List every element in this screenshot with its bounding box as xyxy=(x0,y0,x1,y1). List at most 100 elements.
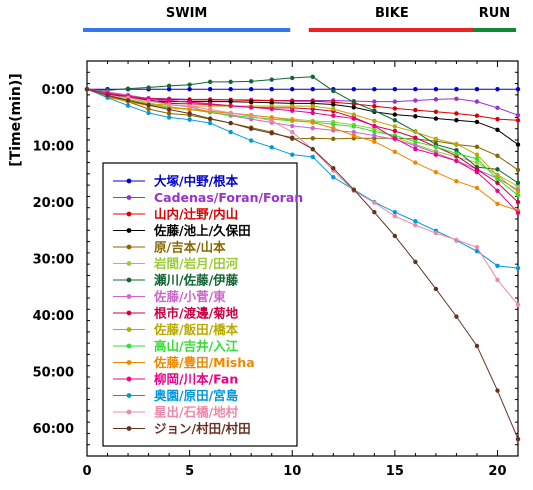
data-point xyxy=(331,88,336,94)
data-point xyxy=(166,102,172,107)
data-point xyxy=(187,99,192,105)
data-point xyxy=(495,277,500,283)
legend-entry: 奥園/原田/宮島 xyxy=(113,388,239,403)
series-6 xyxy=(84,74,521,186)
legend-label: 佐藤/小菅/東 xyxy=(153,289,226,304)
legend-swatch-marker xyxy=(126,211,132,217)
legend-swatch-marker xyxy=(126,360,132,365)
data-point xyxy=(187,117,192,122)
data-point xyxy=(454,158,459,164)
data-point xyxy=(166,107,172,112)
data-point xyxy=(351,87,357,92)
y-tick-label: 40:00 xyxy=(33,309,74,324)
data-point xyxy=(146,106,151,112)
data-point xyxy=(433,152,439,157)
series-line xyxy=(86,88,519,171)
legend-swatch-marker xyxy=(126,261,132,266)
data-point xyxy=(187,103,192,109)
y-axis-label: [Time(min)] xyxy=(8,73,24,166)
data-point xyxy=(413,146,418,152)
data-point xyxy=(166,87,172,92)
data-point xyxy=(331,106,336,112)
data-point xyxy=(495,127,500,133)
data-point xyxy=(515,210,521,215)
series-line xyxy=(86,88,519,203)
data-point xyxy=(392,213,398,219)
data-point xyxy=(413,223,418,228)
data-point xyxy=(515,436,521,442)
data-point xyxy=(187,107,192,112)
data-point xyxy=(228,99,233,104)
legend-entry: 柳岡/川本/Fan xyxy=(113,372,238,387)
data-point xyxy=(413,160,418,165)
data-point xyxy=(372,129,377,134)
data-point xyxy=(454,141,459,147)
data-point xyxy=(351,133,357,138)
data-point xyxy=(331,113,336,118)
data-point xyxy=(166,115,172,120)
data-point xyxy=(392,210,398,215)
data-point xyxy=(310,103,315,109)
data-point xyxy=(351,129,357,135)
y-tick-label: 0:00 xyxy=(42,83,74,98)
legend-label: 奥園/原田/宮島 xyxy=(154,388,239,403)
data-point xyxy=(310,154,315,160)
series-line xyxy=(86,88,519,440)
data-point xyxy=(515,184,521,189)
data-point xyxy=(351,105,357,110)
data-point xyxy=(351,116,357,121)
y-tick-label: 20:00 xyxy=(33,196,74,211)
data-point xyxy=(495,153,500,158)
data-point xyxy=(207,87,213,92)
data-point xyxy=(495,388,500,393)
data-point xyxy=(495,105,500,111)
data-point xyxy=(125,86,131,91)
data-point xyxy=(392,118,398,123)
data-point xyxy=(207,116,213,121)
data-point xyxy=(331,125,336,131)
data-point xyxy=(392,233,398,239)
data-point xyxy=(269,100,274,105)
data-point xyxy=(372,87,377,92)
data-point xyxy=(392,128,398,134)
data-point xyxy=(413,259,418,265)
data-point xyxy=(228,129,233,135)
data-point xyxy=(351,112,357,117)
plot-area xyxy=(86,60,519,457)
series-15 xyxy=(84,87,521,442)
data-point xyxy=(290,129,295,135)
data-point xyxy=(474,87,480,92)
data-point xyxy=(269,77,274,82)
data-point xyxy=(392,87,398,92)
data-point xyxy=(495,176,500,182)
data-point xyxy=(433,116,439,121)
data-point xyxy=(269,145,274,150)
data-point xyxy=(433,87,439,92)
data-point xyxy=(248,126,254,131)
data-point xyxy=(228,103,233,108)
data-point xyxy=(515,167,521,173)
data-point xyxy=(228,87,233,92)
data-point xyxy=(372,200,377,205)
data-point xyxy=(166,111,172,116)
series-line xyxy=(86,88,519,187)
legend-entry: 山内/辻野/内山 xyxy=(113,207,238,222)
data-point xyxy=(269,115,274,120)
data-point xyxy=(495,167,500,172)
data-point xyxy=(125,98,131,103)
data-point xyxy=(413,139,418,144)
data-point xyxy=(474,113,480,118)
race-segments: SWIM BIKE RUN xyxy=(83,6,516,32)
data-point xyxy=(269,87,274,92)
x-tick-label: 15 xyxy=(386,464,404,479)
data-point xyxy=(515,112,521,118)
series-line xyxy=(86,88,519,116)
legend-swatch-marker xyxy=(126,393,132,398)
series-line xyxy=(86,88,519,269)
plot-frame xyxy=(86,60,519,457)
data-point xyxy=(372,99,377,104)
legend-entry: 岩間/岩月/田河 xyxy=(113,256,239,271)
data-point xyxy=(290,103,295,109)
data-point xyxy=(248,138,254,143)
legend-box xyxy=(102,162,298,447)
